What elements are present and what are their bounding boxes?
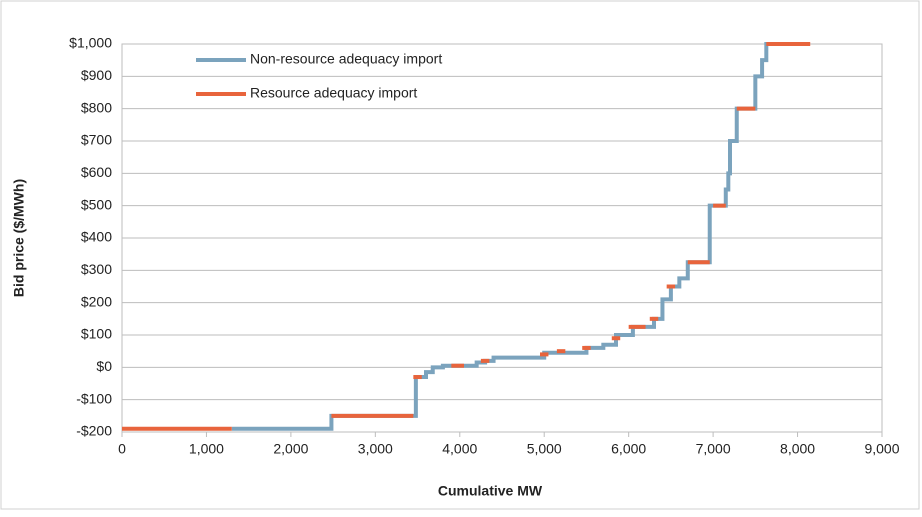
y-tick-label: $900 (81, 67, 112, 83)
y-tick-label: $1,000 (69, 35, 112, 51)
y-tick-label: -$100 (76, 390, 112, 406)
legend-label: Non-resource adequacy import (250, 51, 442, 67)
y-tick-label: $400 (81, 229, 112, 245)
y-axis-title: Bid price ($/MWh) (11, 179, 27, 297)
y-tick-label: $500 (81, 196, 112, 212)
y-tick-label: $100 (81, 326, 112, 342)
x-tick-label: 8,000 (780, 441, 815, 457)
y-tick-label: $700 (81, 132, 112, 148)
x-tick-label: 4,000 (442, 441, 477, 457)
legend-label: Resource adequacy import (250, 85, 417, 101)
y-tick-label: $0 (96, 358, 112, 374)
y-tick-label: $600 (81, 164, 112, 180)
x-tick-label: 6,000 (611, 441, 646, 457)
x-tick-label: 7,000 (696, 441, 731, 457)
x-tick-label: 3,000 (358, 441, 393, 457)
y-tick-label: $200 (81, 293, 112, 309)
x-tick-label: 2,000 (273, 441, 308, 457)
y-tick-label: -$200 (76, 423, 112, 439)
x-tick-label: 0 (118, 441, 126, 457)
x-tick-label: 9,000 (864, 441, 899, 457)
y-tick-label: $800 (81, 99, 112, 115)
x-axis-title: Cumulative MW (438, 483, 543, 499)
x-tick-label: 5,000 (527, 441, 562, 457)
x-tick-label: 1,000 (189, 441, 224, 457)
y-tick-label: $300 (81, 261, 112, 277)
